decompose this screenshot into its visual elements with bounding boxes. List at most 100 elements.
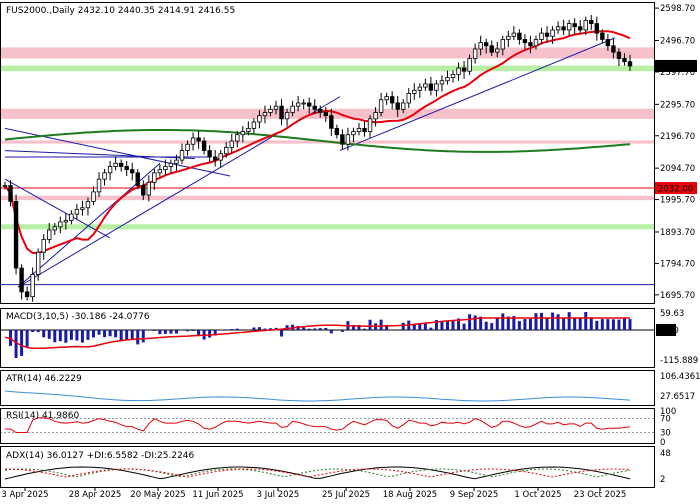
date-label: 18 Aug 2025 [383,490,437,500]
macd-bar [313,328,316,330]
price-tick-label: 2196.70 [660,132,695,142]
date-label: 3 Jul 2025 [257,490,300,500]
candle-body [429,84,433,90]
macd-bar [302,327,305,330]
macd-bar [523,319,526,330]
price-tick-label: 2598.70 [660,4,695,14]
candle-body [75,209,79,214]
candle-body [258,116,262,122]
last-price-label: 2416.55 [658,62,693,72]
price-tick-label: 1995.70 [660,196,695,206]
candle-body [47,230,51,240]
macd-zero-label: 0.00 [658,327,677,337]
candle-body [473,49,477,59]
macd-bar [402,323,405,330]
macd-bar [20,330,23,356]
candle-body [341,135,345,145]
candle-body [219,154,223,160]
candle-body [114,163,118,166]
macd-bar [363,329,366,330]
macd-bar [617,320,620,330]
macd-bar [37,330,40,332]
macd-bar [557,314,560,330]
macd-bar [64,330,67,343]
candle-body [108,166,112,172]
candle-body [601,33,605,39]
date-label: 9 Sep 2025 [450,490,498,500]
candle-body [385,97,389,100]
candle-body [180,151,184,161]
macd-bar [369,320,372,330]
candle-body [197,138,201,141]
macd-bar [496,317,499,330]
candle-body [3,186,7,187]
macd-bar [31,330,34,332]
macd-bar [319,328,322,330]
macd-bar [629,319,632,330]
candle-body [545,33,549,36]
candle-body [507,36,511,39]
candle-body [313,106,317,109]
candle-body [551,30,555,36]
candle-body [330,116,334,129]
macd-bar [230,329,233,330]
macd-bar [380,320,383,330]
candle-body [518,33,522,39]
candle-body [495,49,499,52]
macd-bar [562,318,565,330]
candle-body [462,68,466,71]
macd-bar [258,327,261,330]
candle-body [335,128,339,134]
price-tick-label: 1695.70 [660,291,695,301]
indicator-pane-frame [1,409,655,444]
date-label: 1 Oct 2025 [514,490,561,500]
macd-bar [551,313,554,330]
macd-bar [236,329,239,330]
candle-body [357,128,361,131]
candle-body [567,24,571,30]
macd-bar [468,314,471,330]
date-label: 3 Apr 2025 [1,490,48,500]
candle-body [119,163,123,166]
candle-body [9,186,13,202]
price-tick-label: 2496.70 [660,37,695,47]
candle-body [36,252,40,274]
candle-body [14,201,18,268]
macd-bar [529,319,532,330]
candle-body [595,24,599,34]
candle-body [479,43,483,49]
candle-body [401,103,405,109]
candle-body [529,43,533,46]
candle-body [606,39,610,45]
macd-bar [225,329,228,330]
macd-bar [308,329,311,330]
chart-header: FUS2000.,Daily 2432.10 2440.35 2414.91 2… [6,6,235,16]
atr-tick: 106.4361 [660,372,700,382]
macd-bar [26,330,29,347]
rsi-tick: 70 [660,415,671,425]
adx-label: ADX(14) 36.0127 +DI:6.5582 -DI:25.2246 [6,451,195,461]
macd-bar [147,329,150,330]
macd-bar [601,319,604,330]
plus-di-line [5,469,630,477]
macd-bar [86,330,89,340]
macd-bar [103,330,106,337]
candle-body [158,170,162,173]
candle-body [352,132,356,135]
adx-tick: 48 [660,449,671,459]
candle-body [396,103,400,109]
macd-bar [474,315,477,330]
candle-body [92,192,96,202]
macd-bar [158,330,161,334]
candle-body [175,160,179,163]
candle-body [407,93,411,103]
macd-bar [446,321,449,330]
macd-bar [440,321,443,330]
candle-body [451,74,455,77]
candle-body [324,112,328,115]
macd-label: MACD(3,10,5) -30.186 -24.0776 [6,312,150,322]
macd-tick: -115.889 [660,356,698,366]
macd-bar [568,312,571,330]
macd-bar [452,321,455,330]
